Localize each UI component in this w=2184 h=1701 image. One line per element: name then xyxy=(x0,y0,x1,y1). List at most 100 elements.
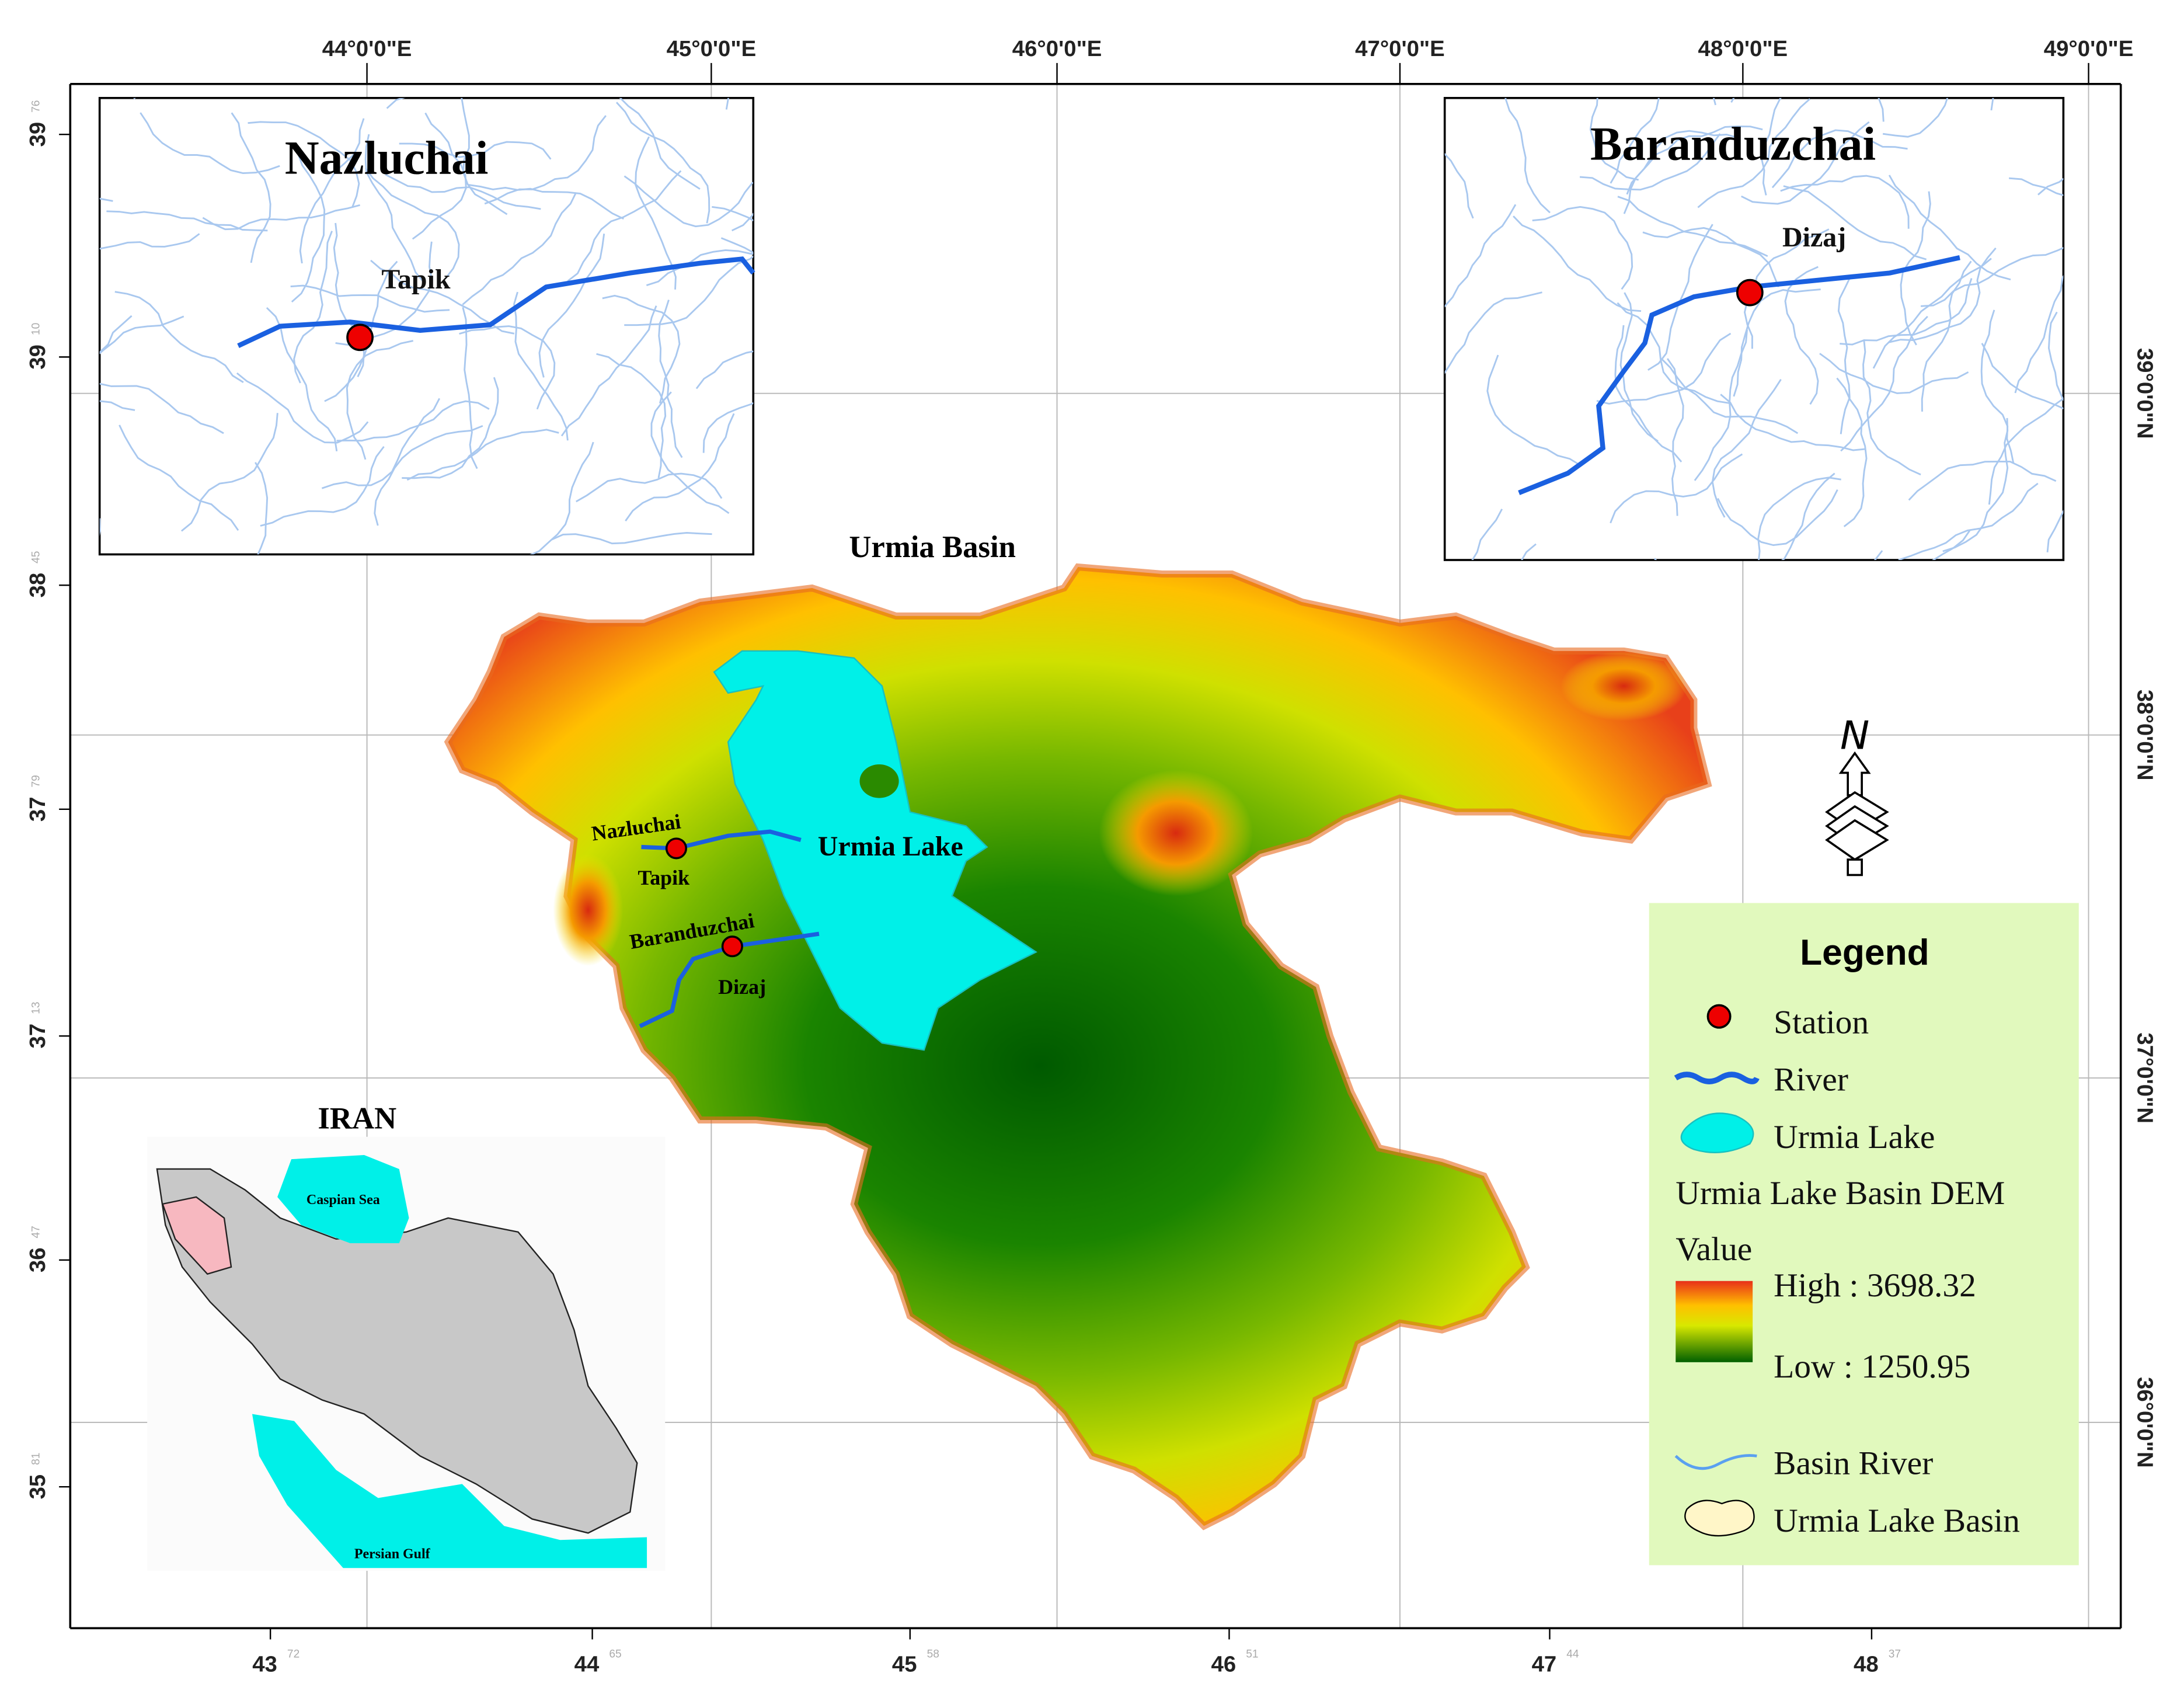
inset-stream xyxy=(1733,288,1821,397)
left-axis-label: 39 xyxy=(25,122,50,147)
inset-stream xyxy=(1908,461,2057,501)
inset-stream xyxy=(374,425,483,526)
lake-label: Urmia Lake xyxy=(818,831,963,862)
inset-stream xyxy=(695,350,754,389)
station-label: Tapik xyxy=(638,866,690,889)
inset-stream xyxy=(140,112,280,175)
inset-title: Nazluchai xyxy=(285,131,489,184)
inset-stream xyxy=(99,197,113,202)
inset-stream xyxy=(623,175,754,228)
dem-peak xyxy=(553,854,623,966)
north-label: N xyxy=(1840,713,1869,759)
inset-stream xyxy=(202,204,360,231)
inset-stream xyxy=(99,315,184,354)
inset-stream xyxy=(462,192,577,305)
bottom-axis-label: 46 xyxy=(1211,1652,1236,1677)
inset-stream xyxy=(1697,98,1811,208)
inset-stream xyxy=(1532,206,1633,290)
inset-stream xyxy=(1981,343,2064,410)
inset-stream xyxy=(1610,98,1660,184)
inset-stream xyxy=(290,284,450,313)
inset-stream xyxy=(1711,378,1782,518)
inset-stream xyxy=(624,255,754,326)
dem-peak xyxy=(1561,651,1687,721)
north-arrow: N xyxy=(1825,713,1889,876)
bottom-axis-fraction: 65 xyxy=(609,1648,621,1661)
inset-stream xyxy=(1444,291,1542,374)
inset-stream xyxy=(1757,476,1841,561)
legend-label: Basin River xyxy=(1774,1445,1933,1482)
top-axis-label: 45°0'0"E xyxy=(667,36,757,61)
left-axis-label: 37 xyxy=(25,796,50,822)
left-axis-label: 39 xyxy=(25,345,50,370)
inset-stream xyxy=(266,307,338,451)
right-axis-label: 38°0'0"N xyxy=(2132,690,2157,781)
inset-station-label: Dizaj xyxy=(1782,222,1846,253)
inset-station xyxy=(1736,279,1764,307)
inset-stream xyxy=(2014,274,2064,394)
inset-stream xyxy=(106,210,268,232)
legend-river-symbol xyxy=(1674,1072,1760,1084)
inset-stream xyxy=(1980,309,2015,464)
inset-stream xyxy=(1717,489,1838,547)
bottom-axis-fraction: 58 xyxy=(927,1648,939,1661)
right-axis-label: 37°0'0"N xyxy=(2132,1032,2157,1123)
inset-stream xyxy=(412,112,467,240)
legend-label: River xyxy=(1774,1062,1848,1098)
bottom-axis-label: 48 xyxy=(1854,1652,1879,1677)
left-axis-fraction: 47 xyxy=(30,1226,43,1238)
left-axis-fraction: 45 xyxy=(30,551,43,563)
inset-main-river xyxy=(1518,255,1960,495)
bottom-axis-fraction: 72 xyxy=(287,1648,299,1661)
inset-stream xyxy=(1720,394,1866,451)
legend-label: Low : 1250.95 xyxy=(1774,1348,1970,1385)
top-axis-label: 48°0'0"E xyxy=(1698,36,1788,61)
inset-stream xyxy=(1900,191,1931,346)
inset-stream xyxy=(402,377,499,479)
river-baranduzchai xyxy=(639,931,820,1028)
inset-stream xyxy=(1898,482,2039,561)
left-axis-fraction: 10 xyxy=(30,323,43,335)
inset-stream xyxy=(712,206,754,222)
inset-stream xyxy=(1486,354,1581,467)
inset-stream xyxy=(1730,98,1735,103)
inset-stream xyxy=(1694,329,1748,481)
inset-stream xyxy=(484,115,607,205)
inset-stream xyxy=(1781,472,1835,561)
legend-label: Urmia Lake xyxy=(1774,1119,1935,1156)
left-axis-fraction: 76 xyxy=(30,100,43,113)
bottom-axis-label: 44 xyxy=(574,1652,600,1677)
inset-stream xyxy=(1888,175,2011,281)
inset-stream xyxy=(625,413,735,521)
inset-stream xyxy=(1741,121,1870,205)
bottom-axis-label: 47 xyxy=(1532,1652,1557,1677)
inset-stream xyxy=(615,102,710,224)
inset-stream xyxy=(293,231,333,384)
left-axis-fraction: 79 xyxy=(30,775,43,787)
inset-stream xyxy=(231,112,271,263)
inset-stream xyxy=(1921,260,1972,412)
left-axis-label: 38 xyxy=(25,573,50,598)
inset-station xyxy=(346,323,374,352)
inset-stream xyxy=(2046,509,2064,552)
inset-stream xyxy=(1579,133,1721,191)
legend-heading: Value xyxy=(1676,1231,1752,1268)
legend-label: Station xyxy=(1774,1004,1869,1041)
inset-stream xyxy=(1623,130,1739,214)
inset-stream xyxy=(1872,258,1992,369)
legend-label: High : 3698.32 xyxy=(1774,1267,1976,1304)
inset-stream xyxy=(99,315,133,354)
inset-stream xyxy=(1836,377,1868,527)
station-label: Dizaj xyxy=(718,975,766,999)
inset-stream xyxy=(1888,247,1997,343)
dem-peak xyxy=(1099,770,1253,896)
inset-stream xyxy=(2037,178,2064,196)
inset-stream xyxy=(1783,185,1927,260)
inset-stream xyxy=(1614,325,1683,462)
inset-stream xyxy=(538,233,605,378)
inset-stream xyxy=(725,98,730,110)
inset-stream xyxy=(406,429,559,481)
inset-stream xyxy=(336,400,490,442)
inset-stream xyxy=(731,212,754,232)
